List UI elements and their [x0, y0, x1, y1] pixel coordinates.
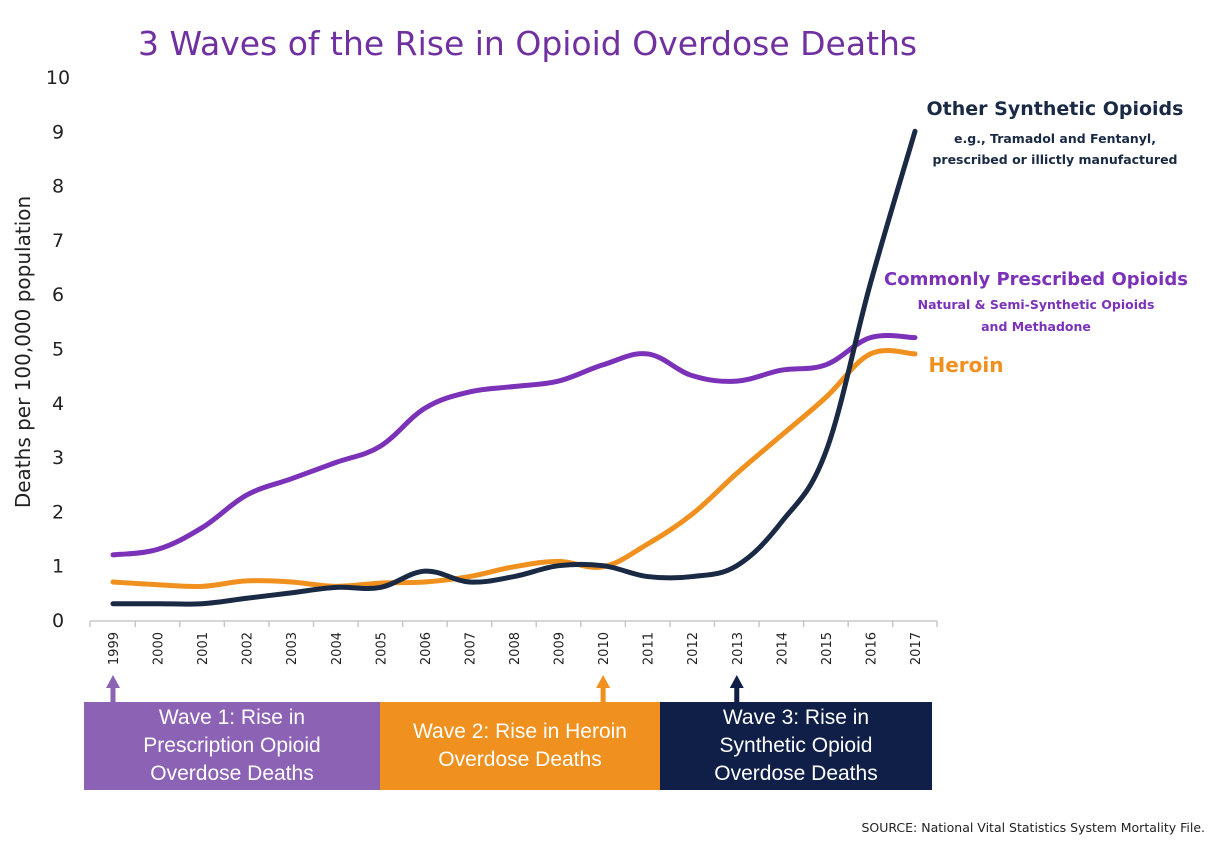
- x-tick-label: 2000: [152, 632, 167, 665]
- wave-3-line3: Overdose Deaths: [714, 762, 878, 785]
- label-prescribed-name: Commonly Prescribed Opioids: [884, 269, 1188, 290]
- y-tick-label: 0: [52, 610, 64, 632]
- label-synthetic-sub2: prescribed or illictly manufactured: [932, 152, 1177, 167]
- y-tick-label: 3: [52, 447, 64, 469]
- x-axis: 1999 2000 2001 2002 2003 2004 2005 2006 2007 2008…: [89, 620, 938, 665]
- label-prescribed-sub1: Natural & Semi-Synthetic Opioids: [918, 297, 1155, 312]
- x-tick-label: 2006: [419, 632, 434, 665]
- x-tick-label: 2011: [642, 632, 657, 665]
- y-tick-label: 2: [52, 501, 64, 523]
- label-heroin-name: Heroin: [929, 353, 1004, 377]
- label-synthetic-name: Other Synthetic Opioids: [927, 98, 1184, 120]
- wave-2-line1: Wave 2: Rise in Heroin: [413, 720, 627, 743]
- y-axis: 0 1 2 3 4 5 6 7 8 9 10: [46, 67, 70, 632]
- label-synthetic-sub1: e.g., Tramadol and Fentanyl,: [954, 131, 1156, 146]
- x-tick-label: 2016: [864, 632, 879, 665]
- x-tick-label: 2003: [285, 632, 300, 665]
- y-tick-label: 4: [52, 393, 64, 415]
- x-tick-label: 2002: [241, 632, 256, 665]
- source-note: SOURCE: National Vital Statistics System…: [861, 820, 1205, 835]
- x-tick-label: 2009: [553, 632, 568, 665]
- wave-2-line2: Overdose Deaths: [438, 748, 602, 771]
- x-tick-label: 2005: [374, 632, 389, 665]
- wave-1-box: Wave 1: Rise in Prescription Opioid Overdo…: [84, 702, 380, 790]
- x-tick-label: 2012: [686, 632, 701, 665]
- x-tick-label: 2007: [463, 632, 478, 665]
- wave-3-line1: Wave 3: Rise in: [722, 706, 870, 729]
- series-labels: Other Synthetic Opioids e.g., Tramadol an…: [884, 98, 1188, 377]
- chart-title: 3 Waves of the Rise in Opioid Overdose D…: [138, 24, 918, 63]
- label-prescribed-sub2: and Methadone: [981, 319, 1091, 334]
- x-tick-label: 2010: [597, 632, 612, 665]
- wave-1-line3: Overdose Deaths: [150, 762, 314, 785]
- wave-1-line2: Prescription Opioid: [143, 734, 321, 757]
- y-tick-label: 7: [52, 230, 64, 252]
- x-tick-label: 2008: [508, 632, 523, 665]
- wave-2-box: Wave 2: Rise in Heroin Overdose Deaths: [380, 702, 660, 790]
- y-axis-label: Deaths per 100,000 population: [11, 196, 35, 508]
- x-tick-label: 1999: [107, 632, 122, 665]
- wave-3-box: Wave 3: Rise in Synthetic Opioid Overdose …: [660, 702, 932, 790]
- x-tick-label: 2014: [775, 632, 790, 665]
- x-tick-label: 2004: [330, 632, 345, 665]
- series-line-prescribed: [110, 332, 918, 558]
- y-tick-label: 1: [52, 556, 64, 578]
- series-lines: [110, 128, 918, 607]
- y-tick-label: 8: [52, 176, 64, 198]
- x-tick-label: 2001: [196, 632, 211, 665]
- series-line-synthetic: [110, 128, 918, 607]
- y-tick-label: 9: [52, 121, 64, 143]
- series-line-heroin: [110, 347, 918, 589]
- line-chart: 0 1 2 3 4 5 6 7 8 9 10 1999 2000 2001 2002 2003 2004 200…: [11, 67, 1188, 665]
- wave-1-line1: Wave 1: Rise in: [158, 706, 306, 729]
- wave-3-line2: Synthetic Opioid: [719, 734, 873, 757]
- y-tick-label: 10: [46, 67, 70, 89]
- y-tick-label: 6: [52, 284, 64, 306]
- x-tick-label: 2015: [820, 632, 835, 665]
- x-tick-label: 2013: [731, 632, 746, 665]
- y-tick-label: 5: [52, 339, 64, 361]
- x-tick-label: 2017: [909, 632, 924, 665]
